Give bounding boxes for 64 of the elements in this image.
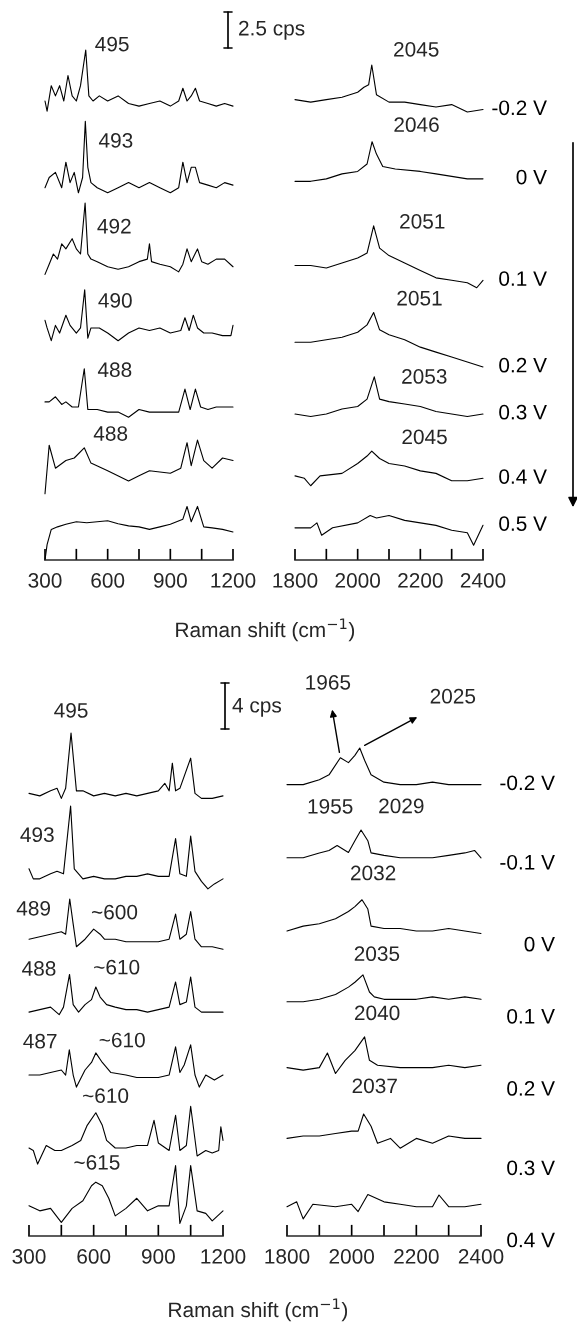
x-tick-label: 2000 [335,573,381,588]
annotation: 489 [16,900,51,916]
x-tick-label: 900 [153,573,187,588]
annotation: 493 [20,827,54,843]
annotation: 2046 [394,117,439,133]
x-tick-label: 2400 [458,1249,504,1264]
annotation: 488 [97,362,132,378]
series-label: 0 V [516,169,547,185]
series-label: 0.2 V [499,357,547,373]
annotation: 492 [97,218,131,234]
annotation: 488 [22,961,56,976]
x-tick-label: 2400 [460,573,506,588]
x-axis-title: Raman shift (cm$^{−1}$) [176,618,355,642]
x-tick-label: 1200 [211,573,256,588]
x-tick-label: 1800 [265,1249,310,1264]
series-label: 0.1 V [507,1008,555,1024]
annotation: 493 [98,133,133,148]
annotation: ~610 [99,1032,145,1048]
series-label: 0.4 V [499,469,547,484]
text: 2.5 cps [239,20,305,40]
x-tick-label: 900 [141,1249,175,1264]
annotation: 495 [54,703,88,718]
annotation: ~600 [91,904,138,920]
x-tick-label: 1200 [201,1249,246,1264]
series-label: 0.4 V [507,1232,555,1248]
text: 4 cps [232,698,282,717]
annotation: ~615 [74,1154,120,1170]
annotation: 2037 [352,1078,397,1094]
annotation: 2032 [351,865,396,881]
x-tick-label: 600 [91,573,125,588]
x-tick-label: 300 [12,1249,46,1264]
series-label: -0.1 V [500,854,555,870]
annotation: 490 [98,293,132,308]
series-label: 0.3 V [507,1160,555,1176]
x-tick-label: 2200 [394,1249,439,1264]
x-tick-label: 1800 [273,573,318,588]
x-axis-title: Raman shift (cm$^{−1}$) [169,1298,348,1322]
annotation: ~610 [94,959,140,975]
series-label: -0.2 V [500,775,555,791]
x-tick-label: 300 [28,573,62,588]
annotation: 2025 [430,688,476,704]
annotation: 1955 [308,798,353,814]
annotation: 2051 [397,290,442,306]
annotation: ~610 [83,1088,129,1104]
series-label: 0.3 V [499,404,547,420]
annotation: 2045 [394,41,439,57]
annotation: 1965 [306,674,351,690]
annotation: 2045 [402,429,447,445]
text: 0 V [524,936,555,952]
annotation: 2029 [379,798,424,814]
annotation: 2035 [354,946,400,962]
annotation: 488 [93,426,128,441]
annotation: 495 [95,36,129,52]
series-label: 0.1 V [499,271,547,286]
annotation: 2051 [400,213,445,229]
annotation: 2040 [354,1005,400,1021]
series-label: 0.5 V [499,516,547,531]
x-tick-label: 2200 [398,573,443,588]
series-label: 0.2 V [507,1081,555,1096]
annotation: 2053 [402,369,447,384]
x-tick-label: 2000 [329,1249,375,1264]
series-label: -0.2 V [492,100,547,116]
annotation: 487 [23,1033,57,1049]
x-tick-label: 600 [77,1249,111,1264]
